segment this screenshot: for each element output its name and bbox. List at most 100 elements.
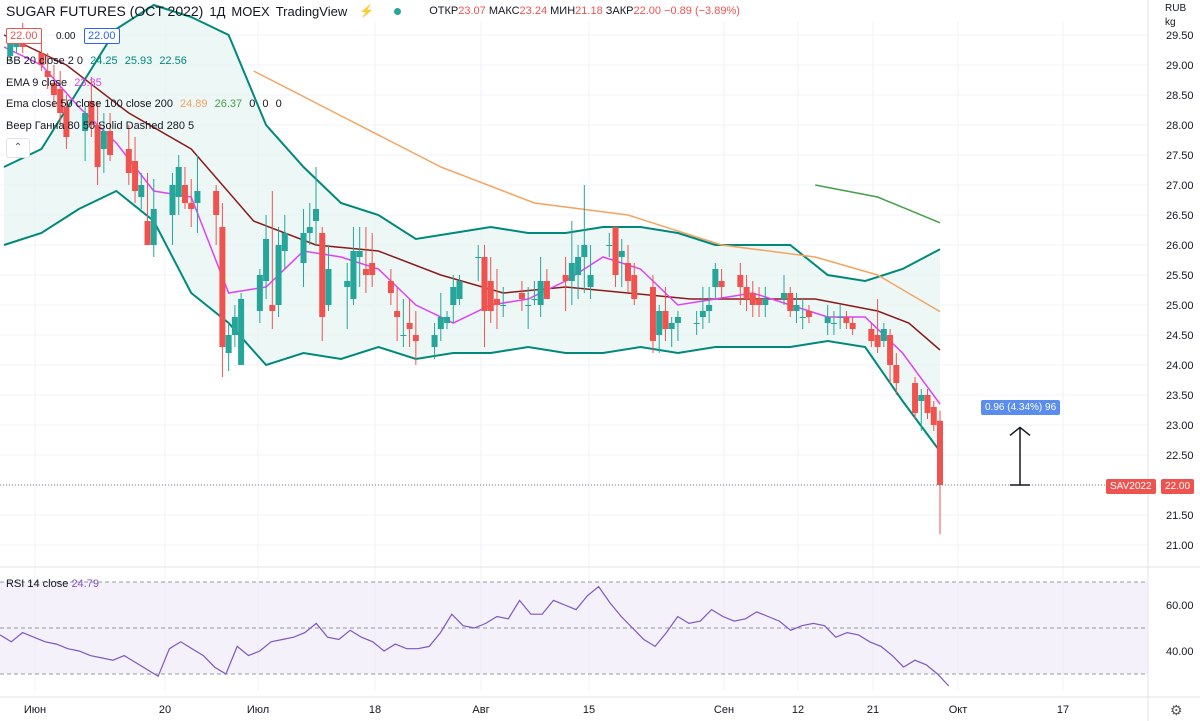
candle-body — [868, 329, 875, 341]
candle-body — [606, 245, 613, 246]
candle-body — [874, 335, 881, 347]
candle-body — [612, 227, 619, 275]
candle-body — [350, 251, 357, 299]
date-tick-label: 17 — [1057, 704, 1069, 716]
candle-body — [656, 311, 663, 335]
exchange-label: MOEX — [231, 3, 270, 19]
candle-body — [132, 161, 139, 191]
candle-body — [481, 257, 488, 311]
price-tick-label: 29.50 — [1166, 30, 1194, 42]
gann-legend[interactable]: Веер Ганна 80 50 Solid Dashed 280 5 — [6, 120, 195, 132]
ema9-legend[interactable]: EMA 9 close 23.35 — [6, 77, 102, 89]
candle-body — [649, 287, 656, 341]
candle-body — [444, 317, 451, 323]
price-tick-label: 23.50 — [1166, 390, 1194, 402]
candle-body — [799, 317, 806, 318]
candle-body — [937, 420, 943, 485]
candle-body — [487, 281, 494, 311]
collapse-legend-button[interactable]: ⌃ — [6, 138, 30, 158]
candle-body — [887, 335, 894, 365]
candle-body — [269, 305, 276, 311]
price-tick-label: 26.00 — [1166, 240, 1194, 252]
candle-body — [618, 251, 625, 257]
candle-body — [924, 395, 931, 413]
candle-body — [100, 131, 107, 149]
candle-body — [50, 83, 57, 95]
price-tick-label: 21.50 — [1166, 510, 1194, 522]
candle-body — [82, 113, 89, 131]
candle-body — [749, 293, 756, 305]
sell-price-box[interactable]: 22.00 — [6, 28, 42, 44]
rsi-legend[interactable]: RSI 14 close 24.79 — [6, 578, 99, 590]
price-tick-label: 21.00 — [1166, 540, 1194, 552]
candle-body — [737, 275, 744, 287]
axis-unit[interactable]: RUB kg — [1165, 3, 1187, 28]
date-tick-label: Авг — [472, 704, 489, 716]
candle-body — [263, 239, 270, 281]
source-label: TradingView — [275, 3, 348, 19]
date-tick-label: 15 — [583, 704, 595, 716]
date-tick-label: 21 — [867, 704, 879, 716]
candle-body — [437, 317, 444, 329]
candle-body — [537, 281, 544, 305]
candle-body — [219, 227, 226, 347]
price-tick-label: 27.00 — [1166, 180, 1194, 192]
candle-body — [781, 293, 787, 299]
price-tick-label: 25.00 — [1166, 300, 1194, 312]
candle-body — [581, 245, 588, 257]
candle-body — [281, 233, 288, 251]
candle-body — [325, 269, 332, 305]
candle-body — [893, 365, 900, 383]
price-tick-label: 25.50 — [1166, 270, 1194, 282]
candle-body — [475, 257, 482, 258]
interval-label[interactable]: 1Д — [209, 3, 226, 19]
rsi-tick-label: 60.00 — [1166, 600, 1194, 612]
price-tick-label: 24.00 — [1166, 360, 1194, 372]
candle-body — [631, 275, 638, 299]
price-tick-label: 24.50 — [1166, 330, 1194, 342]
price-tick-label: 26.50 — [1166, 210, 1194, 222]
buy-price-box[interactable]: 22.00 — [84, 28, 120, 44]
candle-body — [743, 287, 750, 299]
candle-body — [500, 305, 507, 306]
candle-body — [431, 335, 438, 347]
candle-body — [231, 317, 238, 335]
candle-body — [387, 281, 394, 293]
candle-body — [63, 107, 70, 137]
symbol-title[interactable]: SUGAR FUTURES (OCT 2022) — [6, 3, 204, 19]
candle-body — [125, 149, 132, 173]
candle-body — [712, 269, 719, 287]
bb-lower-line — [3, 189, 941, 452]
date-tick-label: Окт — [949, 704, 968, 716]
candle-body — [400, 335, 407, 336]
candle-body — [587, 275, 594, 287]
settings-gear-icon[interactable]: ⚙ — [1170, 702, 1183, 718]
candle-body — [793, 305, 800, 311]
candle-body — [450, 287, 457, 305]
date-tick-label: 20 — [159, 704, 171, 716]
candle-body — [150, 209, 157, 245]
candle-body — [256, 275, 263, 311]
bb-upper-line — [3, 3, 941, 283]
candle-body — [38, 53, 45, 65]
candle-body — [181, 185, 188, 203]
candle-body — [562, 275, 569, 281]
price-tick-label: 28.50 — [1166, 90, 1194, 102]
candle-body — [918, 395, 925, 401]
ema-multi-legend[interactable]: Ema close 50 close 100 close 200 24.89 2… — [6, 98, 282, 110]
price-tick-label: 22.50 — [1166, 450, 1194, 462]
bb-legend[interactable]: BB 20 close 2 0 24.25 25.93 22.56 — [6, 55, 187, 67]
price-tick-label: 28.00 — [1166, 120, 1194, 132]
price-tick-label: 27.50 — [1166, 150, 1194, 162]
chart-header: SUGAR FUTURES (OCT 2022) 1Д MOEX Trading… — [6, 3, 740, 19]
candle-body — [837, 317, 844, 318]
candle-body — [213, 191, 220, 215]
candle-body — [300, 233, 307, 263]
candle-body — [843, 317, 850, 323]
candle-body — [805, 311, 812, 317]
candle-body — [169, 185, 176, 215]
ema100-line — [815, 184, 941, 224]
candle-body — [94, 125, 101, 167]
candle-body — [144, 221, 151, 245]
